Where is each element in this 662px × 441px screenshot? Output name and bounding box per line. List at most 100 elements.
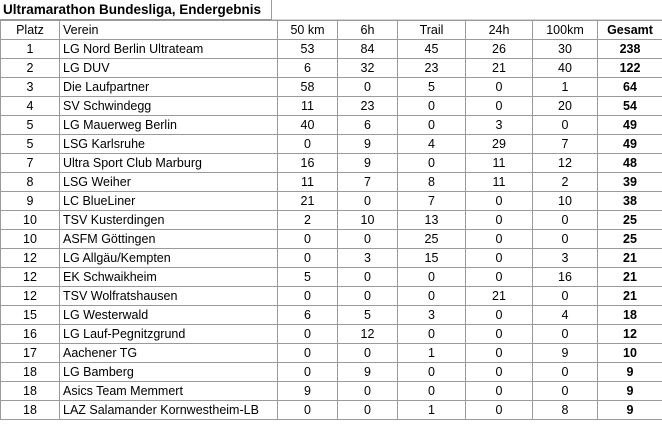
100km-cell[interactable]: 7 <box>532 134 598 154</box>
platz-cell[interactable]: 10 <box>0 210 60 230</box>
50km-cell[interactable]: 0 <box>277 286 338 306</box>
verein-cell[interactable]: Die Laufpartner <box>59 77 278 97</box>
trail-cell[interactable]: 15 <box>397 248 466 268</box>
verein-cell[interactable]: LSG Karlsruhe <box>59 134 278 154</box>
header-100km[interactable]: 100km <box>532 20 598 40</box>
trail-cell[interactable]: 23 <box>397 58 466 78</box>
100km-cell[interactable]: 30 <box>532 39 598 59</box>
platz-cell[interactable]: 18 <box>0 381 60 401</box>
header-verein[interactable]: Verein <box>59 20 278 40</box>
100km-cell[interactable]: 0 <box>532 286 598 306</box>
6h-cell[interactable]: 0 <box>337 343 398 363</box>
verein-cell[interactable]: Ultra Sport Club Marburg <box>59 153 278 173</box>
trail-cell[interactable]: 3 <box>397 305 466 325</box>
50km-cell[interactable]: 6 <box>277 58 338 78</box>
platz-cell[interactable]: 5 <box>0 134 60 154</box>
24h-cell[interactable]: 0 <box>465 324 533 344</box>
trail-cell[interactable]: 4 <box>397 134 466 154</box>
100km-cell[interactable]: 16 <box>532 267 598 287</box>
6h-cell[interactable]: 5 <box>337 305 398 325</box>
50km-cell[interactable]: 11 <box>277 172 338 192</box>
gesamt-cell[interactable]: 21 <box>597 248 662 268</box>
header-24h[interactable]: 24h <box>465 20 533 40</box>
verein-cell[interactable]: TSV Kusterdingen <box>59 210 278 230</box>
100km-cell[interactable]: 0 <box>532 362 598 382</box>
100km-cell[interactable]: 0 <box>532 229 598 249</box>
verein-cell[interactable]: SV Schwindegg <box>59 96 278 116</box>
24h-cell[interactable]: 0 <box>465 267 533 287</box>
6h-cell[interactable]: 23 <box>337 96 398 116</box>
trail-cell[interactable]: 7 <box>397 191 466 211</box>
50km-cell[interactable]: 0 <box>277 362 338 382</box>
50km-cell[interactable]: 0 <box>277 229 338 249</box>
gesamt-cell[interactable]: 18 <box>597 305 662 325</box>
6h-cell[interactable]: 0 <box>337 229 398 249</box>
verein-cell[interactable]: Aachener TG <box>59 343 278 363</box>
gesamt-cell[interactable]: 9 <box>597 400 662 420</box>
trail-cell[interactable]: 0 <box>397 115 466 135</box>
verein-cell[interactable]: LAZ Salamander Kornwestheim-LB <box>59 400 278 420</box>
gesamt-cell[interactable]: 49 <box>597 134 662 154</box>
50km-cell[interactable]: 58 <box>277 77 338 97</box>
6h-cell[interactable]: 84 <box>337 39 398 59</box>
50km-cell[interactable]: 53 <box>277 39 338 59</box>
50km-cell[interactable]: 5 <box>277 267 338 287</box>
6h-cell[interactable]: 3 <box>337 248 398 268</box>
trail-cell[interactable]: 8 <box>397 172 466 192</box>
platz-cell[interactable]: 7 <box>0 153 60 173</box>
6h-cell[interactable]: 0 <box>337 267 398 287</box>
verein-cell[interactable]: LSG Weiher <box>59 172 278 192</box>
platz-cell[interactable]: 12 <box>0 286 60 306</box>
verein-cell[interactable]: TSV Wolfratshausen <box>59 286 278 306</box>
header-platz[interactable]: Platz <box>0 20 60 40</box>
verein-cell[interactable]: LG Allgäu/Kempten <box>59 248 278 268</box>
verein-cell[interactable]: LG DUV <box>59 58 278 78</box>
sheet-title[interactable]: Ultramarathon Bundesliga, Endergebnis <box>0 0 272 20</box>
platz-cell[interactable]: 2 <box>0 58 60 78</box>
gesamt-cell[interactable]: 64 <box>597 77 662 97</box>
50km-cell[interactable]: 16 <box>277 153 338 173</box>
24h-cell[interactable]: 0 <box>465 400 533 420</box>
header-6h[interactable]: 6h <box>337 20 398 40</box>
100km-cell[interactable]: 2 <box>532 172 598 192</box>
24h-cell[interactable]: 29 <box>465 134 533 154</box>
24h-cell[interactable]: 0 <box>465 229 533 249</box>
6h-cell[interactable]: 7 <box>337 172 398 192</box>
24h-cell[interactable]: 3 <box>465 115 533 135</box>
platz-cell[interactable]: 18 <box>0 400 60 420</box>
trail-cell[interactable]: 0 <box>397 96 466 116</box>
6h-cell[interactable]: 0 <box>337 77 398 97</box>
50km-cell[interactable]: 0 <box>277 248 338 268</box>
verein-cell[interactable]: LG Lauf-Pegnitzgrund <box>59 324 278 344</box>
verein-cell[interactable]: LC BlueLiner <box>59 191 278 211</box>
gesamt-cell[interactable]: 39 <box>597 172 662 192</box>
100km-cell[interactable]: 1 <box>532 77 598 97</box>
24h-cell[interactable]: 21 <box>465 58 533 78</box>
header-50km[interactable]: 50 km <box>277 20 338 40</box>
verein-cell[interactable]: LG Nord Berlin Ultrateam <box>59 39 278 59</box>
gesamt-cell[interactable]: 9 <box>597 381 662 401</box>
platz-cell[interactable]: 3 <box>0 77 60 97</box>
gesamt-cell[interactable]: 10 <box>597 343 662 363</box>
header-trail[interactable]: Trail <box>397 20 466 40</box>
24h-cell[interactable]: 0 <box>465 96 533 116</box>
trail-cell[interactable]: 0 <box>397 381 466 401</box>
24h-cell[interactable]: 0 <box>465 210 533 230</box>
100km-cell[interactable]: 20 <box>532 96 598 116</box>
platz-cell[interactable]: 15 <box>0 305 60 325</box>
24h-cell[interactable]: 0 <box>465 305 533 325</box>
verein-cell[interactable]: Asics Team Memmert <box>59 381 278 401</box>
platz-cell[interactable]: 12 <box>0 248 60 268</box>
6h-cell[interactable]: 32 <box>337 58 398 78</box>
100km-cell[interactable]: 0 <box>532 324 598 344</box>
6h-cell[interactable]: 9 <box>337 134 398 154</box>
verein-cell[interactable]: LG Mauerweg Berlin <box>59 115 278 135</box>
trail-cell[interactable]: 1 <box>397 400 466 420</box>
100km-cell[interactable]: 0 <box>532 381 598 401</box>
50km-cell[interactable]: 0 <box>277 324 338 344</box>
gesamt-cell[interactable]: 21 <box>597 267 662 287</box>
platz-cell[interactable]: 10 <box>0 229 60 249</box>
6h-cell[interactable]: 9 <box>337 362 398 382</box>
gesamt-cell[interactable]: 49 <box>597 115 662 135</box>
gesamt-cell[interactable]: 12 <box>597 324 662 344</box>
